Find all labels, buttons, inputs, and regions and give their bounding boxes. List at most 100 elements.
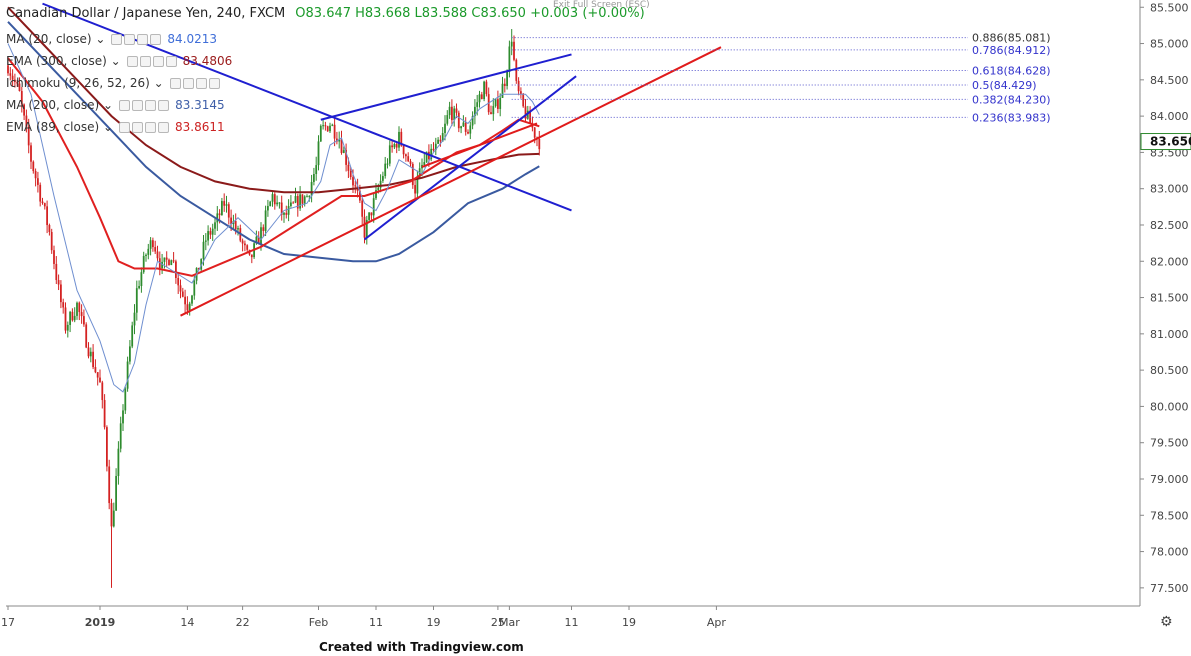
control-icon[interactable] [195,77,207,89]
candle-up [260,227,262,245]
indicator-legend-row[interactable]: EMA (89, close) ⌄ 83.8611 [6,120,225,134]
candle-up [115,475,117,511]
control-icon[interactable] [132,99,144,111]
candle-up [66,324,69,331]
fib-level-label: 0.886(85.081) [972,32,1051,45]
candle-down [94,367,97,373]
indicator-label[interactable]: EMA (89, close) ⌄ [6,120,113,134]
control-icon[interactable] [152,55,164,67]
candle-down [340,139,343,153]
candle-down [517,80,520,92]
indicator-controls[interactable] [126,55,177,67]
control-icon[interactable] [137,33,149,45]
candle-down [27,126,30,146]
control-icon[interactable] [158,99,170,111]
control-icon[interactable] [124,33,136,45]
indicator-controls[interactable] [119,121,169,133]
candle-down [32,161,35,172]
candle-down [168,259,170,266]
candle-down [165,257,168,260]
indicator-controls[interactable] [111,33,162,45]
candle-up [365,219,368,238]
candle-down [186,304,189,311]
indicator-legend-row[interactable]: MA (200, close) ⌄ 83.3145 [6,98,225,112]
candle-up [188,303,191,311]
control-icon[interactable] [165,55,177,67]
candle-down [326,126,329,132]
control-icon[interactable] [145,99,157,111]
candle-up [278,202,281,204]
candle-up [131,325,134,347]
candle-down [80,312,83,317]
candle-up [147,248,150,255]
candle-up [386,163,389,165]
candle-down [405,154,407,157]
candle-down [432,148,435,151]
control-icon[interactable] [158,121,169,133]
candle-down [57,280,60,285]
candle-down [106,427,108,467]
candle-up [510,41,513,47]
candle-up [462,122,465,127]
control-icon[interactable] [150,33,162,45]
candle-up [499,97,502,109]
candle-down [370,212,373,216]
candle-up [294,196,297,203]
control-icon[interactable] [169,77,181,89]
candle-up [126,361,129,389]
candle-down [156,251,159,259]
control-icon[interactable] [119,121,130,133]
candle-down [361,200,364,217]
candle-down [485,81,488,95]
candle-down [250,254,253,258]
indicator-label[interactable]: EMA (300, close) ⌄ [6,54,121,68]
candle-up [501,83,504,98]
x-tick-label: Feb [309,616,328,629]
control-icon[interactable] [111,33,123,45]
symbol-title[interactable]: Canadian Dollar / Japanese Yen, 240, FXC… [6,6,286,21]
candle-down [354,185,357,187]
control-icon[interactable] [145,121,156,133]
x-tick-label: 11 [369,616,383,629]
last-price-badge [1140,133,1191,151]
credit-text: Created with Tradingview.com [319,640,524,654]
candle-down [64,307,67,331]
candle-down [60,284,62,303]
indicator-legend-row[interactable]: EMA (300, close) ⌄ 83.4806 [6,54,232,68]
indicator-label[interactable]: MA (200, close) ⌄ [6,98,114,112]
candle-down [101,382,104,401]
control-icon[interactable] [132,121,143,133]
candle-up [506,71,508,86]
gear-icon[interactable]: ⚙ [1160,614,1173,630]
candle-up [163,257,166,262]
indicator-legend-row[interactable]: Ichimoku (9, 26, 52, 26) ⌄ [6,76,226,90]
indicator-controls[interactable] [119,99,170,111]
exit-fullscreen-hint[interactable]: Exit Full Screen (ESC) [553,0,650,10]
indicator-controls[interactable] [169,77,220,89]
candle-down [292,202,295,204]
candle-down [175,261,177,279]
candle-up [471,116,474,126]
candle-up [338,139,341,142]
candle-up [112,510,115,527]
fib-level-label: 0.5(84.429) [972,79,1037,92]
control-icon[interactable] [119,99,131,111]
control-icon[interactable] [139,55,151,67]
candle-up [310,181,313,196]
control-icon[interactable] [182,77,194,89]
candle-down [110,503,113,527]
candle-up [441,133,444,142]
indicator-value: 83.3145 [175,98,225,112]
control-icon[interactable] [126,55,138,67]
price-chart[interactable]: 77.500 78.000 78.500 79.000 79.500 80.000 80.5… [0,0,1191,637]
candle-down [9,73,12,76]
y-tick-label: 82.000 [1150,255,1189,268]
candle-up [474,106,476,117]
indicator-label[interactable]: MA (20, close) ⌄ [6,32,106,46]
candle-up [322,125,324,127]
candle-up [133,312,136,326]
candle-down [20,91,23,105]
indicator-legend-row[interactable]: MA (20, close) ⌄ 84.0213 [6,32,217,46]
control-icon[interactable] [208,77,220,89]
indicator-label[interactable]: Ichimoku (9, 26, 52, 26) ⌄ [6,76,164,90]
